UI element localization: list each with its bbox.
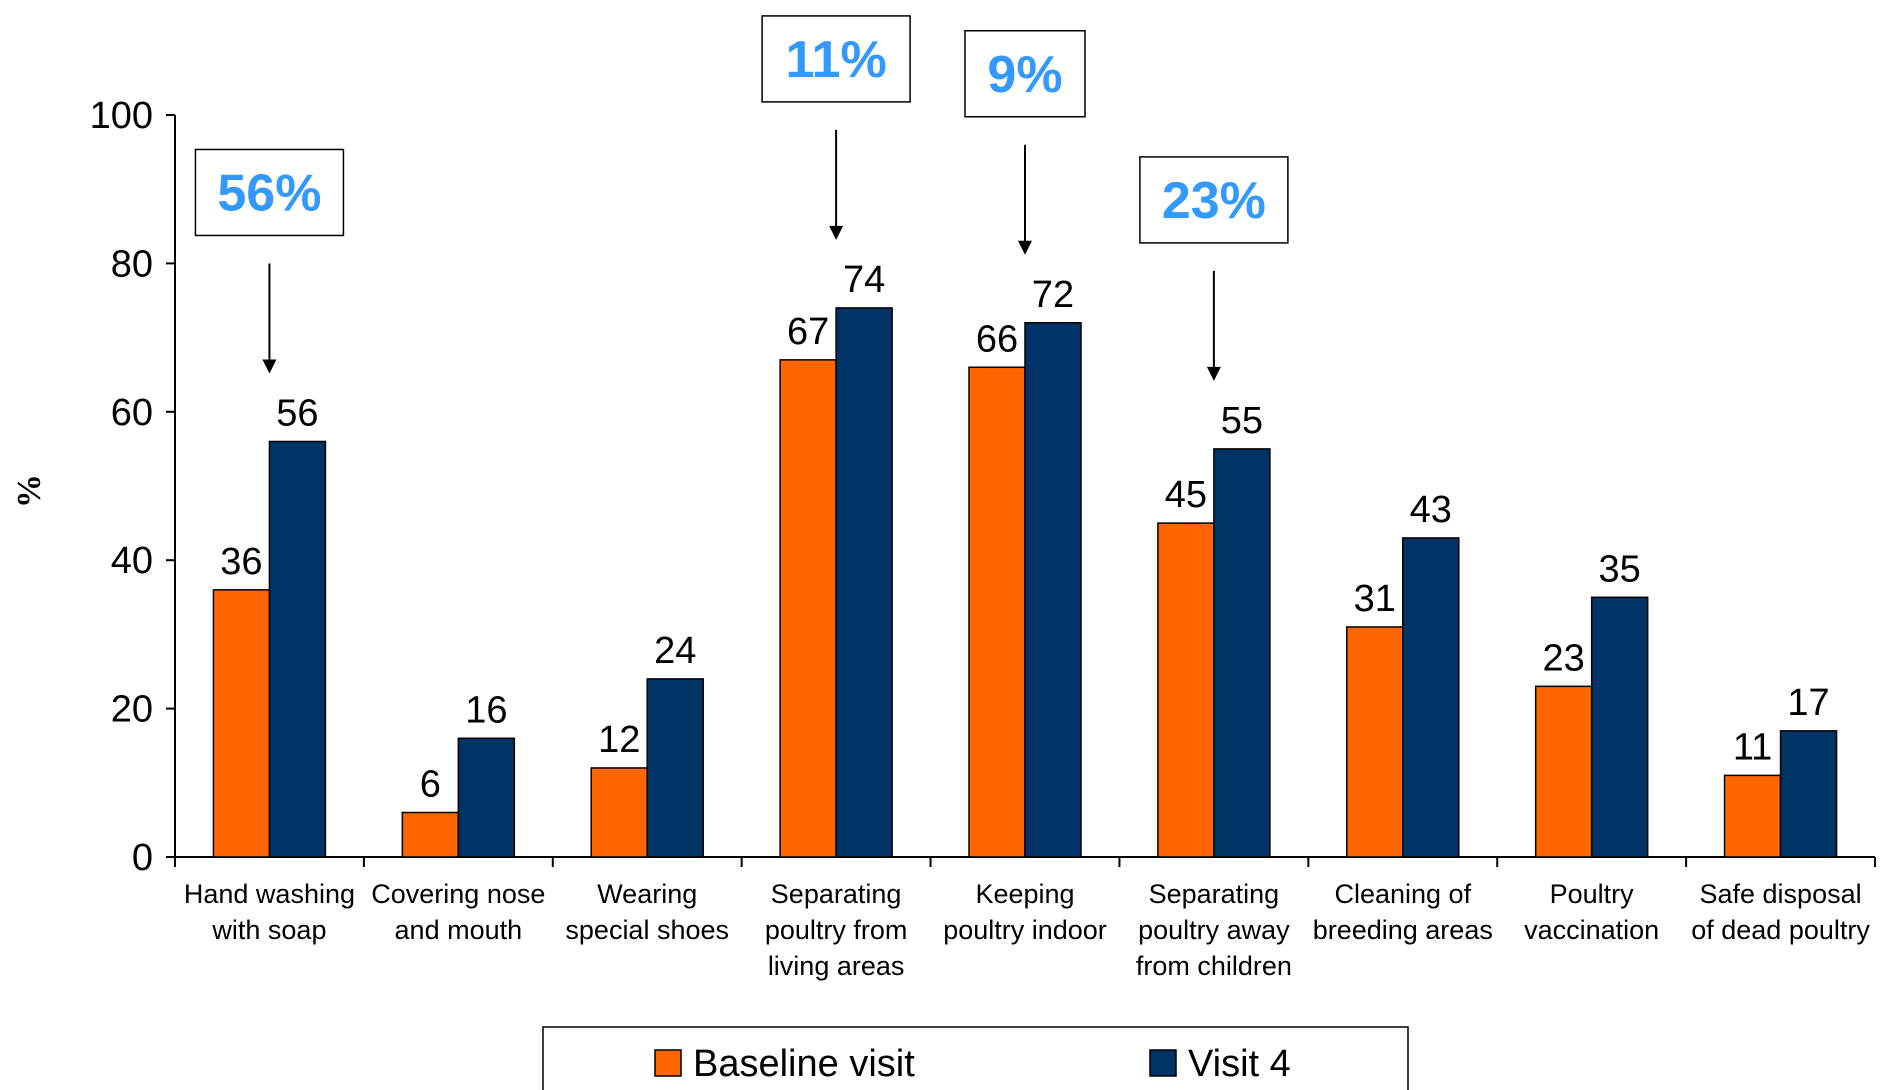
legend-swatch-baseline (654, 1049, 682, 1077)
data-label: 67 (787, 311, 829, 353)
data-label: 17 (1787, 682, 1829, 724)
legend-swatch-visit4 (1149, 1049, 1177, 1077)
callouts: 56% 11% 9% 23% (194, 15, 1289, 381)
category-label: Safe disposal of dead poultry (1691, 879, 1870, 945)
data-label: 56 (276, 392, 318, 434)
bar-visit4 (1213, 448, 1271, 858)
y-tick-label: 0 (132, 837, 153, 879)
data-label: 72 (1032, 274, 1074, 316)
category-label-line: from children (1136, 951, 1292, 981)
bar-baseline (212, 589, 271, 858)
category-label-line: Poultry (1550, 879, 1635, 909)
callout-arrow-head (262, 359, 277, 374)
category-label: Cleaning of breeding areas (1313, 879, 1493, 945)
category-label-line: Wearing (597, 879, 697, 909)
bars (212, 307, 1838, 858)
category-label-line: breeding areas (1313, 915, 1493, 945)
category-label: Wearing special shoes (565, 879, 729, 945)
category-label: Separating poultry away from children (1136, 879, 1292, 981)
category-label-line: poultry away (1138, 915, 1290, 945)
category-label-line: Covering nose (371, 879, 545, 909)
category-label-line: special shoes (565, 915, 729, 945)
data-label: 31 (1354, 578, 1396, 620)
bar-baseline (1157, 522, 1215, 858)
category-label-line: Safe disposal (1700, 879, 1862, 909)
bar-visit4 (457, 737, 516, 858)
callout-box (1139, 156, 1289, 244)
category-label: Covering nose and mouth (371, 879, 545, 945)
category-label: Poultry vaccination (1524, 879, 1659, 945)
legend-label: Baseline visit (693, 1043, 915, 1085)
category-label-line: poultry from (765, 915, 908, 945)
data-label: 45 (1165, 474, 1207, 516)
legend-box (542, 1026, 1409, 1090)
callout-arrow-head (829, 225, 844, 240)
data-label: 74 (843, 259, 885, 301)
category-label-line: Cleaning of (1334, 879, 1471, 909)
category-label: Hand washing with soap (184, 879, 355, 945)
category-label-line: Separating (1149, 879, 1280, 909)
bar-baseline (968, 366, 1026, 858)
y-axis-label: % (11, 474, 48, 508)
bar-visit4 (835, 307, 893, 858)
data-label: 12 (598, 719, 640, 761)
callout-arrow-head (1018, 240, 1032, 255)
category-label-line: Keeping (975, 879, 1074, 909)
category-label-line: poultry indoor (943, 915, 1107, 945)
data-label: 6 (420, 763, 441, 805)
legend: Baseline visit Visit 4 (542, 1026, 1409, 1090)
category-label: Separating poultry from living areas (765, 879, 908, 981)
data-label: 55 (1221, 400, 1263, 442)
bar-visit4 (1590, 596, 1649, 858)
data-labels: 36 56 6 16 12 24 67 74 66 72 45 55 31 43 23 35 11 17 (220, 259, 1829, 806)
legend-label: Visit 4 (1188, 1043, 1291, 1085)
bar-baseline (1534, 685, 1593, 858)
y-tick-label: 80 (111, 243, 153, 285)
callout-box (194, 148, 345, 237)
bar-baseline (401, 811, 460, 858)
bar-visit4 (1024, 322, 1082, 858)
bar-baseline (1346, 626, 1404, 858)
bar-baseline (779, 359, 837, 858)
data-label: 23 (1543, 637, 1585, 679)
callout-text: 23% (1162, 172, 1266, 230)
category-label-line: Hand washing (184, 879, 355, 909)
data-label: 16 (465, 689, 507, 731)
category-label-line: and mouth (395, 915, 523, 945)
data-label: 36 (220, 541, 262, 583)
bar-baseline (590, 767, 648, 858)
category-label: Keeping poultry indoor (943, 879, 1107, 945)
y-tick-label: 60 (111, 392, 153, 434)
category-label-line: vaccination (1524, 915, 1659, 945)
y-tick-label: 100 (90, 95, 153, 137)
category-label-line: Separating (771, 879, 902, 909)
bar-visit4 (1402, 537, 1460, 858)
category-label-line: of dead poultry (1691, 915, 1870, 945)
callout-text: 11% (786, 31, 887, 89)
callout-arrow-head (1206, 366, 1221, 381)
bar-baseline (1723, 774, 1782, 858)
data-label: 43 (1410, 489, 1452, 531)
data-label: 24 (654, 630, 696, 672)
bar-visit4 (268, 440, 327, 858)
data-label: 11 (1733, 726, 1772, 768)
callout-box (761, 15, 911, 103)
bar-visit4 (646, 678, 704, 858)
category-label-line: living areas (768, 951, 905, 981)
callout-text: 9% (987, 46, 1062, 104)
y-tick-label: 40 (111, 540, 153, 582)
callout-box (964, 30, 1086, 118)
y-tick-label: 20 (111, 689, 153, 731)
data-label: 66 (976, 318, 1018, 360)
bar-visit4 (1779, 730, 1838, 858)
axes: 0 20 40 60 80 100% Hand washing with soap Coveri… (11, 95, 1876, 981)
callout-text: 56% (217, 164, 321, 222)
category-label-line: with soap (211, 915, 326, 945)
data-label: 35 (1599, 548, 1641, 590)
